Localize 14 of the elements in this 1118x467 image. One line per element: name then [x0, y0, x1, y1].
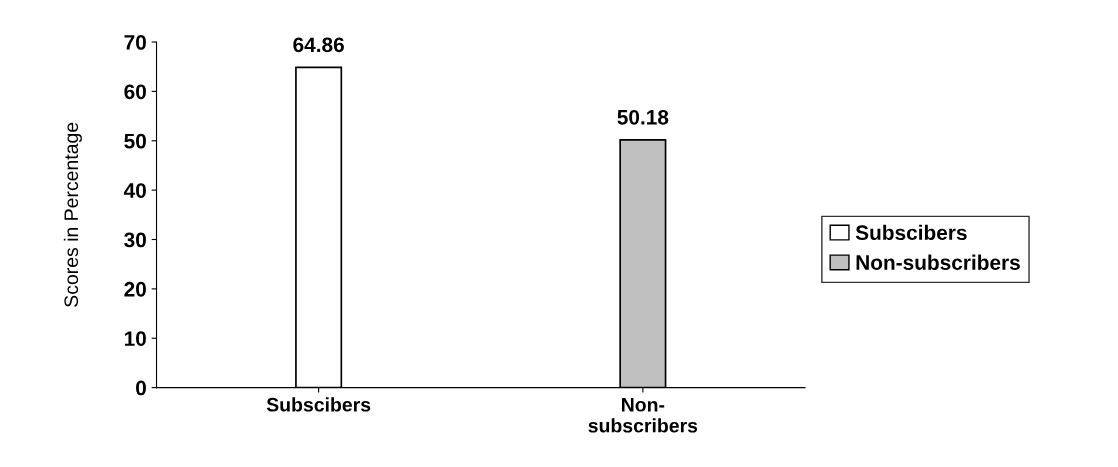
y-tick-label: 0 — [136, 380, 146, 396]
data-label: 50.18 — [617, 109, 669, 125]
y-tick-label: 60 — [124, 84, 146, 100]
y-tick-label: 30 — [124, 232, 146, 248]
data-label: 64.86 — [293, 37, 344, 53]
x-tick-label: Non- subscribers — [588, 398, 698, 433]
y-tick-label: 50 — [124, 133, 146, 149]
y-tick-label: 40 — [123, 183, 146, 198]
legend-label: Subscibers — [855, 224, 967, 241]
y-tick-label: 20 — [124, 281, 146, 297]
legend-label: Non-subscribers — [856, 254, 1020, 270]
y-tick-label: 70 — [124, 35, 146, 50]
y-axis-title: Scores in Percentage — [63, 122, 82, 307]
y-tick-label: 10 — [124, 331, 146, 346]
